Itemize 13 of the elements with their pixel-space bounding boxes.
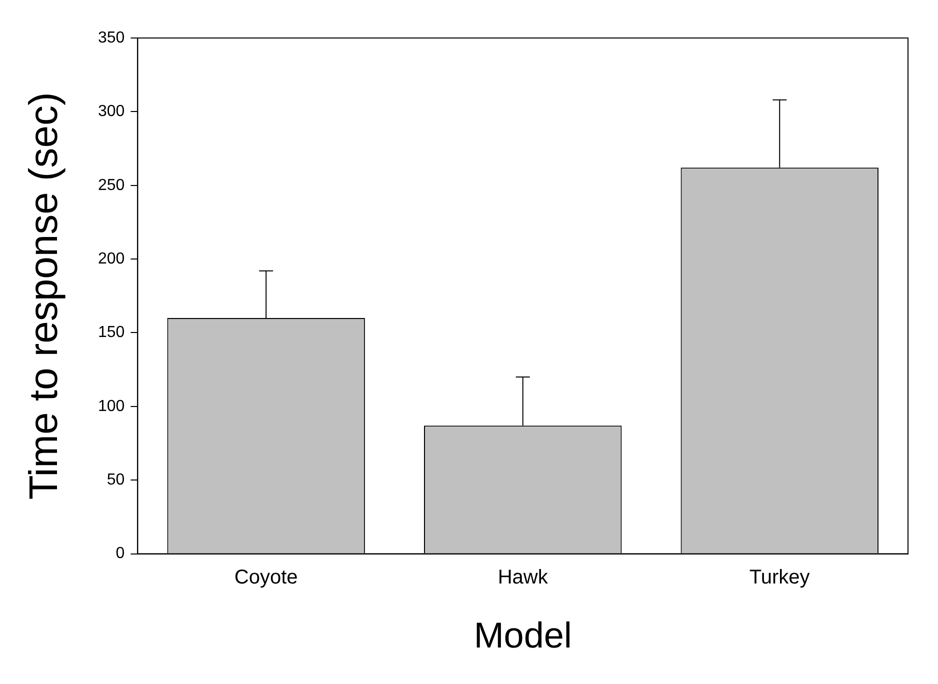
y-tick-label: 0: [116, 545, 125, 562]
y-tick-label: 300: [98, 103, 125, 120]
y-tick-label: 200: [98, 250, 125, 268]
y-tick-label: 50: [106, 472, 125, 489]
y-tick-label: 250: [98, 176, 125, 194]
x-axis-title: Model: [474, 614, 572, 656]
y-tick-label: 100: [98, 398, 125, 415]
y-axis-title: Time to response (sec): [22, 92, 66, 500]
x-tick-label: Hawk: [498, 566, 549, 588]
x-tick-label: Coyote: [234, 566, 298, 588]
x-tick-label: Turkey: [749, 566, 810, 588]
y-tick-label: 150: [98, 324, 125, 342]
y-tick-label: 350: [98, 29, 125, 46]
